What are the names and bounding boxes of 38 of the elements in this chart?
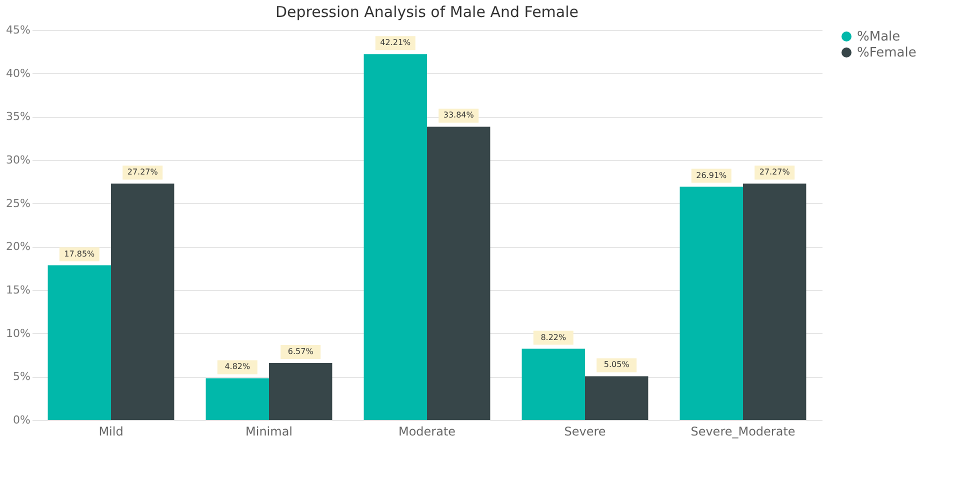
bar <box>427 126 490 420</box>
data-label: 4.82% <box>224 362 250 372</box>
data-label: 8.22% <box>540 332 566 342</box>
bar <box>522 348 585 420</box>
bar <box>111 184 174 420</box>
data-label: 27.27% <box>127 168 158 177</box>
x-tick-label: Moderate <box>398 424 456 438</box>
y-tick-label: 30% <box>6 154 30 166</box>
data-label: 26.91% <box>696 170 728 180</box>
y-tick-label: 40% <box>6 66 30 80</box>
x-tick-label: Minimal <box>245 424 293 438</box>
legend-label: %Male <box>857 30 900 44</box>
bar <box>206 378 269 420</box>
x-tick-label: Severe <box>564 424 606 438</box>
bar <box>743 184 806 420</box>
data-label: 33.84% <box>443 110 474 120</box>
y-tick-label: 20% <box>6 240 30 254</box>
data-label: 6.57% <box>288 347 314 356</box>
bar <box>364 54 427 420</box>
bar <box>585 376 648 420</box>
data-label: 5.05% <box>604 360 630 370</box>
x-tick-label: Mild <box>98 424 124 438</box>
legend-label: %Female <box>857 46 916 60</box>
x-tick-label: Severe_Moderate <box>690 424 796 438</box>
data-label: 17.85% <box>64 249 96 258</box>
y-tick-label: 25% <box>6 196 30 210</box>
data-label: 42.21% <box>380 38 412 48</box>
y-tick-label: 35% <box>6 110 30 124</box>
y-tick-label: 5% <box>13 370 30 384</box>
bar <box>48 265 111 420</box>
chart-title: Depression Analysis of Male And Female <box>275 3 579 21</box>
y-tick-label: 10% <box>6 326 30 340</box>
y-tick-label: 0% <box>13 414 30 426</box>
bar <box>269 363 332 420</box>
bar <box>680 186 743 420</box>
y-tick-label: 15% <box>6 284 30 296</box>
y-tick-label: 45% <box>6 24 30 36</box>
data-label: 27.27% <box>759 168 790 177</box>
